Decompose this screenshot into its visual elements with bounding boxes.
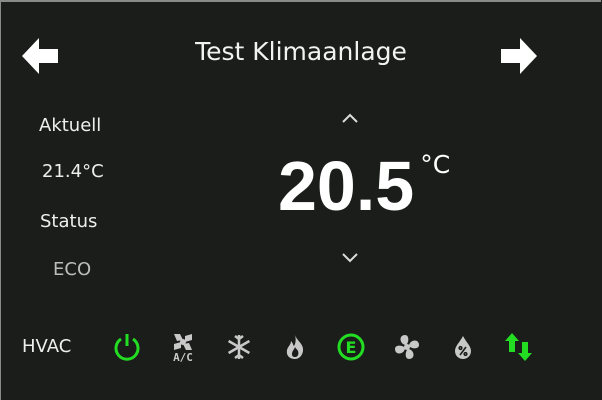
power-icon[interactable] [107, 327, 147, 367]
eco-text: E [346, 338, 357, 357]
snowflake-icon[interactable] [219, 327, 259, 367]
chevron-down-icon[interactable] [341, 252, 359, 264]
page-title: Test Klimaanlage [195, 37, 407, 66]
arrow-left-icon[interactable] [22, 38, 62, 74]
humidity-drop-icon[interactable] [443, 327, 483, 367]
current-label: Aktuell [39, 115, 102, 136]
hvac-label: HVAC [22, 336, 72, 357]
arrow-right-icon[interactable] [501, 38, 541, 74]
setpoint-value: 20.5 [278, 147, 415, 225]
current-temperature: 21.4°C [42, 161, 104, 182]
flame-icon[interactable] [275, 327, 315, 367]
setpoint-display: 20.5 °C [278, 146, 450, 226]
status-value: ECO [53, 259, 92, 280]
status-label: Status [40, 211, 98, 232]
setpoint-unit: °C [420, 150, 451, 179]
chevron-up-icon[interactable] [341, 112, 359, 124]
fan-icon[interactable] [387, 327, 427, 367]
ac-text: A/C [173, 350, 193, 364]
eco-icon[interactable]: E [331, 327, 371, 367]
ac-fan-icon[interactable]: A/C [163, 327, 203, 367]
heat-cool-arrows-icon[interactable] [499, 327, 539, 367]
